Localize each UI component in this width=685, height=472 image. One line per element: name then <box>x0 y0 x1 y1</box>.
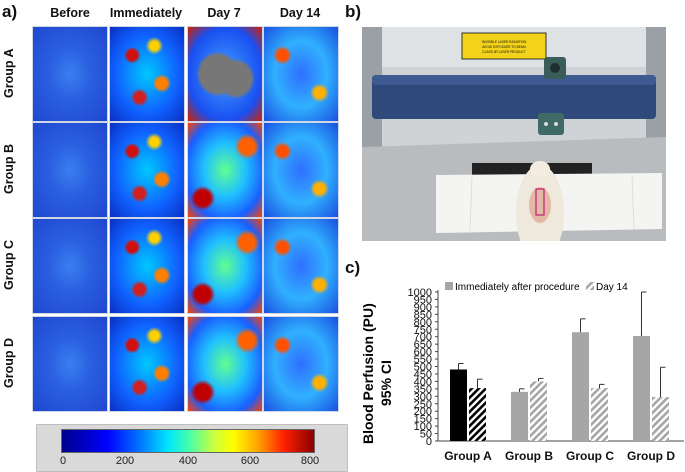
y-tick-label: 150 <box>414 414 432 426</box>
y-tick-label: 500 <box>414 362 432 374</box>
y-tick-label: 800 <box>414 317 432 329</box>
y-tick-label: 650 <box>414 339 432 351</box>
bar-day-14-group-b <box>530 381 547 441</box>
y-tick-label: 550 <box>414 354 432 366</box>
bar-day-14-group-d <box>652 397 669 441</box>
colorbar-tick-label: 200 <box>115 455 135 467</box>
row-label-group-d: Group D <box>2 338 16 388</box>
row-label-group-a: Group A <box>2 48 16 98</box>
setup-photograph: INVISIBLE LASER RADIATION AVOID EXPOSURE… <box>362 27 666 241</box>
perfusion-image-group-d-immediately <box>109 316 185 412</box>
perfusion-image-group-b-day-14 <box>263 122 339 218</box>
y-tick-label: 600 <box>414 347 432 359</box>
y-tick-label: 400 <box>414 376 432 388</box>
svg-text:AVOID EXPOSURE TO BEAM: AVOID EXPOSURE TO BEAM <box>482 45 526 49</box>
colorbar-panel: 0 200 400 600 800 <box>36 424 348 472</box>
row-label-group-c: Group C <box>2 240 16 290</box>
colorbar-tick-label: 600 <box>240 455 260 467</box>
y-tick-label: 350 <box>414 384 432 396</box>
y-tick-label: 950 <box>414 294 432 306</box>
bar-immediately-group-b <box>511 391 528 441</box>
perfusion-image-group-d-day-7 <box>187 316 263 412</box>
laser-warning-text: INVISIBLE LASER RADIATION <box>482 40 527 44</box>
y-axis-title-line2: 95% CI <box>378 360 394 406</box>
bar-immediately-group-d <box>633 335 650 441</box>
column-header-before: Before <box>50 6 90 20</box>
row-label-group-b: Group B <box>2 144 16 194</box>
y-tick-label: 700 <box>414 332 432 344</box>
perfusion-image-group-a-day-14 <box>263 26 339 122</box>
setup-photo-illustration: INVISIBLE LASER RADIATION AVOID EXPOSURE… <box>362 27 666 241</box>
perfusion-image-group-b-day-7 <box>187 122 263 218</box>
y-tick-label: 200 <box>414 406 432 418</box>
bar-immediately-group-c <box>572 332 589 441</box>
laser-warning-label <box>461 32 547 60</box>
perfusion-image-group-c-day-7 <box>187 218 263 314</box>
column-header-immediately: Immediately <box>109 6 183 20</box>
y-axis-title-line1: Blood Perfusion (PU) <box>360 303 376 444</box>
y-tick-label: 900 <box>414 302 432 314</box>
y-tick-label: 250 <box>414 399 432 411</box>
blood-perfusion-chart: Blood Perfusion (PU) 95% CI Immediately … <box>360 282 684 463</box>
bar-day-14-group-c <box>591 388 608 441</box>
x-category-label: Group A <box>444 449 492 463</box>
x-category-label: Group B <box>505 449 553 463</box>
column-header-day-14: Day 14 <box>279 6 321 20</box>
legend-swatch-day-14 <box>586 282 594 290</box>
perfusion-image-group-a-before <box>32 26 108 122</box>
y-tick-label: 850 <box>414 309 432 321</box>
perfusion-image-group-a-immediately <box>109 26 185 122</box>
y-tick-label: 1000 <box>408 287 432 299</box>
laser-scanner-head <box>372 75 656 119</box>
perfusion-image-group-d-before <box>32 316 108 412</box>
legend-label-immediately: Immediately after procedure <box>455 282 580 293</box>
colorbar-gradient <box>61 429 315 453</box>
legend-label-day-14: Day 14 <box>596 282 628 293</box>
x-category-label: Group D <box>627 449 675 463</box>
colorbar-tick-label: 0 <box>59 455 67 467</box>
y-tick-label: 50 <box>420 429 432 441</box>
svg-text:CLASS 3R LASER PRODUCT: CLASS 3R LASER PRODUCT <box>482 50 525 54</box>
perfusion-image-group-b-immediately <box>109 122 185 218</box>
column-header-day-7: Day 7 <box>207 6 241 20</box>
panel-label-b: b) <box>345 2 362 21</box>
perfusion-image-group-d-day-14 <box>263 316 339 412</box>
y-tick-label: 100 <box>414 421 432 433</box>
x-category-label: Group C <box>566 449 614 463</box>
y-tick-label: 750 <box>414 324 432 336</box>
perfusion-image-group-c-immediately <box>109 218 185 314</box>
panel-label-a: a) <box>2 2 18 21</box>
colorbar-tick-label: 800 <box>300 455 320 467</box>
perfusion-image-group-c-day-14 <box>263 218 339 314</box>
panel-label-c: c) <box>345 258 361 277</box>
y-tick-label: 0 <box>426 436 432 448</box>
perfusion-image-group-a-day-7 <box>187 26 263 122</box>
y-tick-label: 450 <box>414 369 432 381</box>
bar-immediately-group-a <box>450 369 467 441</box>
perfusion-image-group-b-before <box>32 122 108 218</box>
perfusion-image-group-c-before <box>32 218 108 314</box>
y-tick-label: 300 <box>414 391 432 403</box>
legend-swatch-immediately <box>445 282 453 290</box>
colorbar-tick-label: 400 <box>178 455 198 467</box>
bar-day-14-group-a <box>469 388 486 441</box>
